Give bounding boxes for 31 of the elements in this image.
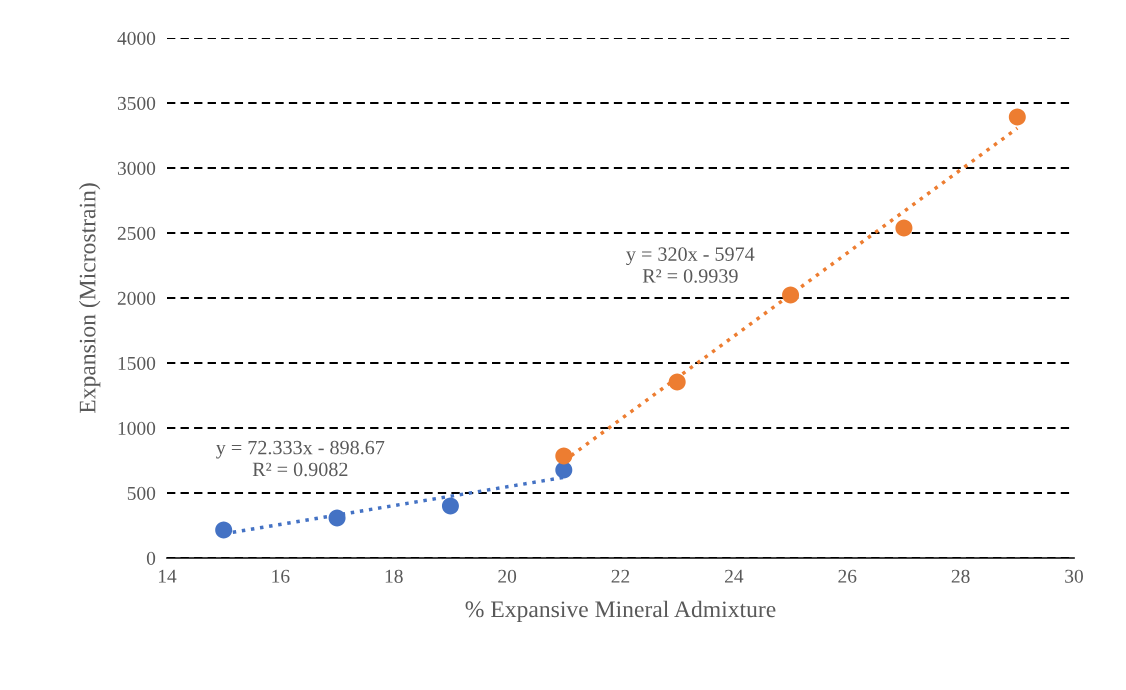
- x-tick-label: 18: [385, 569, 403, 583]
- point: [328, 509, 346, 527]
- x-tick-label: 28: [951, 569, 970, 583]
- x-tick-label: 20: [498, 569, 517, 583]
- point: [555, 447, 573, 465]
- y-tick-label: 1500: [118, 356, 156, 370]
- point: [215, 521, 233, 539]
- x-tick-label: 30: [1065, 569, 1083, 583]
- y-tick-label: 3500: [117, 96, 156, 110]
- annotation: y = 320x - 5974 R² = 0.9939: [626, 247, 755, 283]
- x-tick-label: 22: [611, 569, 630, 583]
- y-tick-label: 4000: [117, 31, 156, 45]
- x-axis-title: % Expansive Mineral Admixture: [465, 600, 776, 623]
- y-tick-label: 2500: [117, 226, 156, 240]
- point: [441, 497, 459, 515]
- y-tick-label: 1000: [118, 421, 156, 435]
- x-tick-label: 26: [838, 569, 857, 583]
- point: [668, 373, 686, 391]
- annotation: y = 72.333x - 898.67 R² = 0.9082: [216, 440, 385, 477]
- x-tick-label: 14: [158, 569, 177, 583]
- y-axis-title: Expansion (Microstrain): [78, 183, 101, 414]
- y-tick-label: 0: [146, 551, 156, 565]
- y-tick-label: 2000: [117, 291, 156, 305]
- y-tick-label: 3000: [117, 161, 156, 175]
- y-tick-label: 500: [127, 486, 156, 500]
- point: [782, 286, 800, 304]
- x-tick-label: 24: [725, 569, 744, 583]
- x-tick-label: 16: [272, 569, 290, 583]
- point: [895, 219, 913, 237]
- point: [1008, 108, 1026, 126]
- point: [555, 461, 573, 479]
